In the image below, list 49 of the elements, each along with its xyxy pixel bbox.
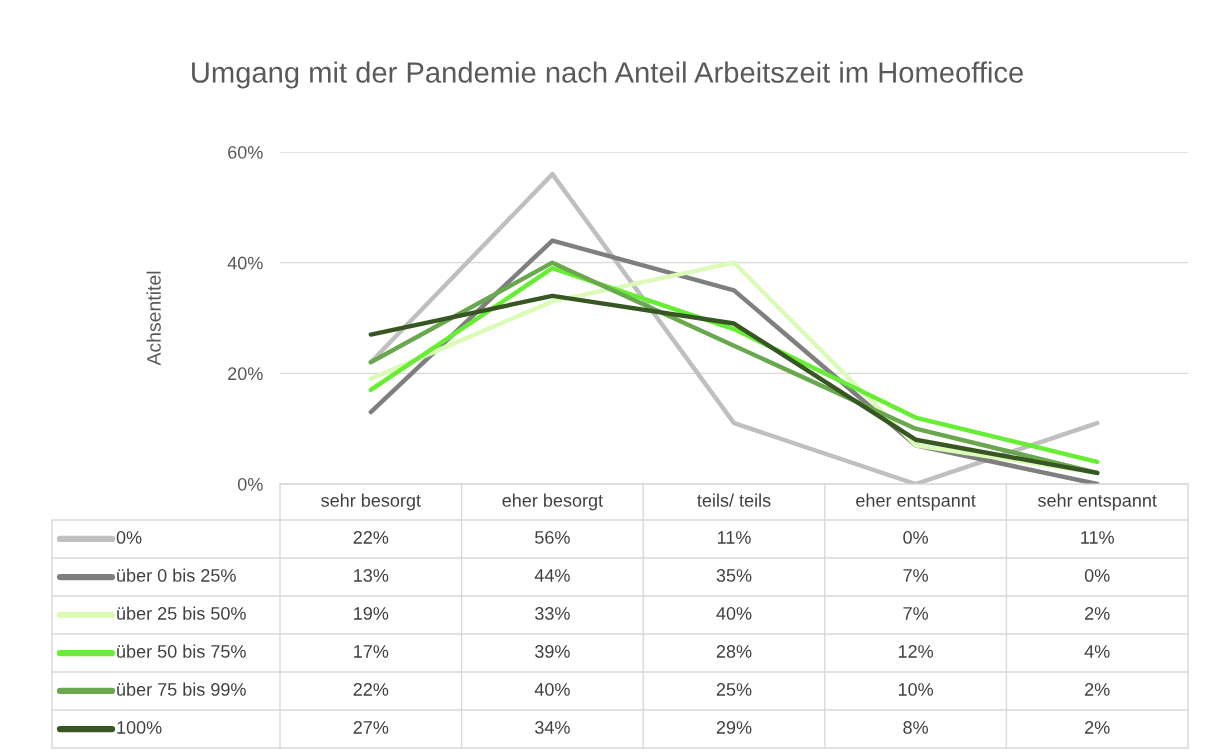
data-label: 4% bbox=[1084, 645, 1110, 658]
legend-label: über 0 bis 25% bbox=[117, 568, 236, 582]
y-tick-label: 40% bbox=[227, 256, 263, 270]
y-tick-label: 20% bbox=[228, 367, 263, 381]
x-tick-label: teils/ teils bbox=[697, 493, 771, 507]
data-label: 0% bbox=[1084, 569, 1110, 582]
data-label: 0% bbox=[903, 531, 929, 544]
data-label: 39% bbox=[535, 645, 570, 658]
data-label: 40% bbox=[716, 607, 752, 620]
data-label: 56% bbox=[535, 531, 570, 544]
data-label: 35% bbox=[716, 569, 752, 582]
data-label: 7% bbox=[903, 607, 929, 620]
data-label: 19% bbox=[354, 607, 389, 620]
data-label: 34% bbox=[535, 721, 570, 734]
legend-label: über 25 bis 50% bbox=[117, 606, 246, 620]
x-tick-label: eher besorgt bbox=[502, 493, 603, 511]
data-label: 13% bbox=[354, 569, 389, 582]
data-label: 29% bbox=[716, 721, 752, 734]
chart-title: Umgang mit der Pandemie nach Anteil Arbeitszeit im Homeoffice bbox=[192, 61, 1023, 89]
x-tick-label: sehr besorgt bbox=[321, 493, 421, 511]
data-label: 17% bbox=[354, 645, 389, 658]
legend-label: über 50 bis 75% bbox=[117, 644, 246, 658]
data-label: 10% bbox=[898, 683, 934, 696]
y-tick-label: 60% bbox=[228, 145, 263, 159]
data-label: 2% bbox=[1085, 607, 1110, 620]
data-label: 11% bbox=[1081, 531, 1114, 544]
data-label: 11% bbox=[717, 531, 751, 544]
line-series bbox=[368, 171, 1100, 484]
x-tick-label: eher entspannt bbox=[856, 493, 976, 511]
legend-label: 0% bbox=[116, 531, 142, 544]
y-axis-title: Achsentitel bbox=[146, 271, 161, 366]
data-label: 22% bbox=[353, 531, 389, 544]
data-label: 22% bbox=[353, 683, 389, 696]
data-label: 40% bbox=[534, 683, 570, 696]
line-series bbox=[368, 293, 1100, 476]
data-label: 12% bbox=[898, 645, 934, 658]
data-label: 28% bbox=[716, 645, 752, 658]
data-label: 2% bbox=[1085, 683, 1110, 696]
data-label: 33% bbox=[535, 607, 570, 620]
data-label: 25% bbox=[716, 683, 752, 696]
y-tick-label: 0% bbox=[237, 477, 263, 491]
data-label: 44% bbox=[534, 569, 570, 582]
data-label: 27% bbox=[353, 721, 389, 734]
legend-label: 100% bbox=[117, 721, 162, 734]
data-label: 8% bbox=[903, 721, 929, 734]
data-label: 2% bbox=[1085, 721, 1110, 734]
data-label: 7% bbox=[903, 569, 929, 582]
x-tick-label: sehr entspannt bbox=[1037, 493, 1157, 511]
legend-label: über 75 bis 99% bbox=[117, 682, 246, 696]
